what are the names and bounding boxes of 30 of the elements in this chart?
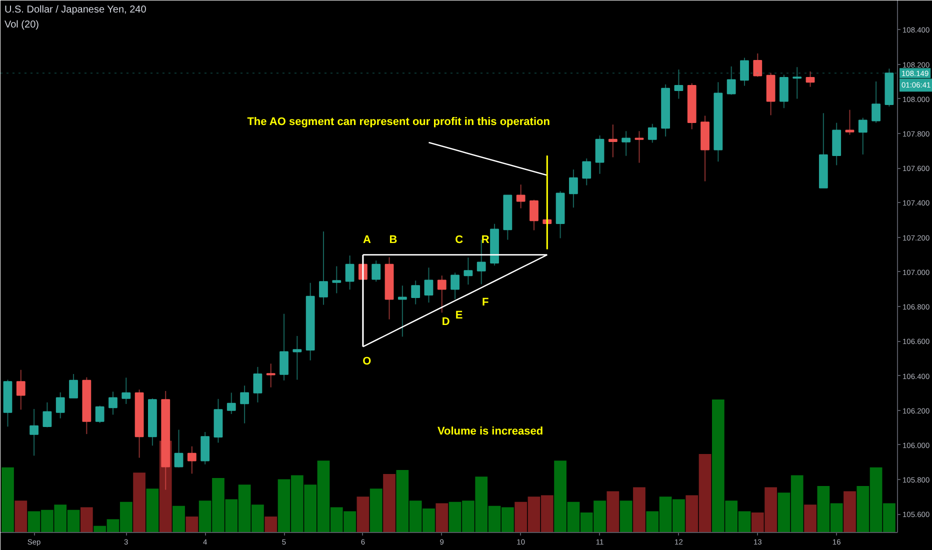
data-label: R <box>481 234 490 246</box>
chart-title: Vol (20) <box>4 20 39 30</box>
data-label: A <box>362 234 371 246</box>
bar <box>2 467 14 532</box>
bar <box>804 504 816 532</box>
data-label: D <box>442 316 450 328</box>
bar <box>80 507 93 532</box>
bar <box>146 488 159 532</box>
annotation: The AO segment can represent our profit in this operation <box>247 116 550 128</box>
data-label: F <box>482 296 490 309</box>
bar <box>370 488 382 532</box>
annotation: Volume is increased <box>437 425 544 438</box>
bar <box>633 487 646 532</box>
bar <box>436 503 448 532</box>
bar <box>133 472 146 532</box>
bar <box>383 474 396 532</box>
data-label: C <box>455 234 464 246</box>
data-label: E <box>455 310 463 322</box>
chart-title: U.S. Dollar / Japanese Yen, 240 <box>4 4 147 16</box>
data-label: B <box>389 234 398 246</box>
bar <box>606 491 620 532</box>
bar <box>186 516 198 532</box>
line-series <box>428 142 548 176</box>
bar <box>356 496 370 532</box>
bar <box>264 516 278 532</box>
bar <box>620 500 632 532</box>
bar <box>172 506 185 532</box>
bar <box>844 491 856 532</box>
data-label: O <box>362 356 372 368</box>
bar <box>14 500 28 532</box>
